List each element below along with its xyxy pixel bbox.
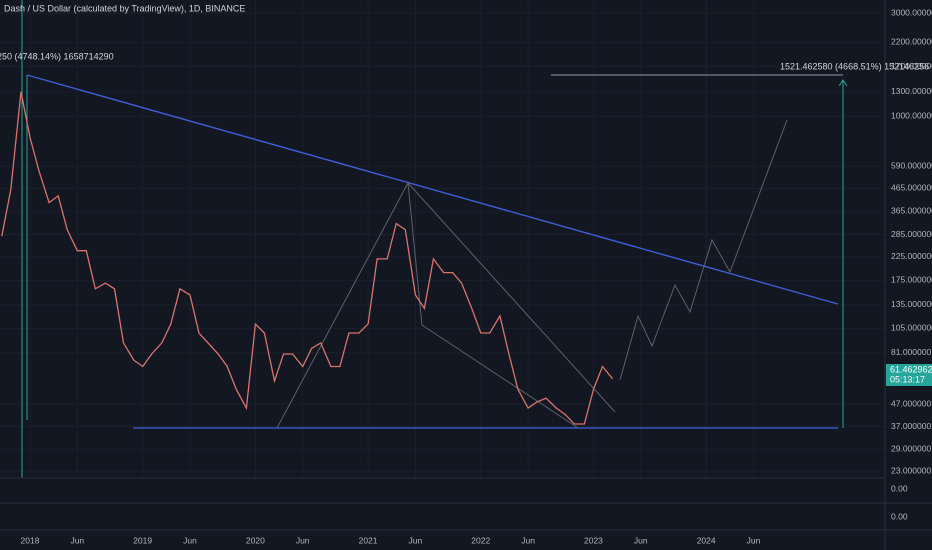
y-tick-label: 365.000000	[891, 205, 932, 215]
y-tick-label: 590.000000	[891, 160, 932, 170]
projection	[619, 119, 788, 381]
x-tick-label: Jun	[747, 535, 761, 545]
x-tick-label: Jun	[70, 535, 84, 545]
header: Dash / US Dollar (calculated by TradingV…	[4, 3, 245, 13]
x-tick-label: 2018	[21, 535, 40, 545]
x-tick-label: 2020	[246, 535, 265, 545]
x-tick-label: Jun	[183, 535, 197, 545]
x-tick-label: 2019	[133, 535, 152, 545]
y-tick-label: 37.000000	[891, 421, 931, 431]
y-tick-label: 225.000000	[891, 251, 932, 261]
trend-line	[26, 74, 839, 305]
x-tick-label: Jun	[634, 535, 648, 545]
y-tick-label: 23.000000	[891, 465, 931, 475]
x-tick-label: 2021	[359, 535, 378, 545]
y-tick-label: 465.000000	[891, 183, 932, 193]
y-tick-label: 81.000000	[891, 347, 931, 357]
grid	[0, 0, 885, 478]
x-tick-label: Jun	[521, 535, 535, 545]
pattern	[276, 181, 579, 429]
y-tick-label: 175.000000	[891, 275, 932, 285]
price-tag	[886, 364, 932, 386]
y-tick-label: 135.000000	[891, 299, 932, 309]
countdown: 05:13:17	[890, 374, 925, 384]
price	[1, 91, 614, 425]
y-tick-label: 3000.000000	[891, 7, 932, 17]
y-tick-label: 1300.000000	[891, 86, 932, 96]
annotation: 1521.462580 (4668.51%) 152146256	[780, 61, 929, 71]
annotation: 4250 (4748.14%) 1658714290	[0, 51, 114, 61]
pane-label: 0.00	[891, 483, 908, 493]
price-label: 61.462962	[890, 364, 932, 374]
x-tick-label: Jun	[409, 535, 423, 545]
pattern	[407, 182, 616, 413]
y-tick-label: 29.000000	[891, 444, 931, 454]
price-line	[1, 91, 614, 425]
pane-label: 0.00	[891, 511, 908, 521]
x-tick-label: 2024	[697, 535, 716, 545]
x-tick-label: 2023	[584, 535, 603, 545]
y-tick-label: 2200.000000	[891, 37, 932, 47]
x-tick-label: Jun	[296, 535, 310, 545]
arrow-head	[838, 79, 848, 87]
y-tick-label: 105.000000	[891, 323, 932, 333]
drawings	[21, 0, 848, 478]
y-tick-label: 1000.000000	[891, 111, 932, 121]
y-tick-label: 285.000000	[891, 229, 932, 239]
y-tick-label: 1700.000000	[891, 61, 932, 71]
x-tick-label: 2022	[471, 535, 490, 545]
y-tick-label: 47.000000	[891, 398, 931, 408]
